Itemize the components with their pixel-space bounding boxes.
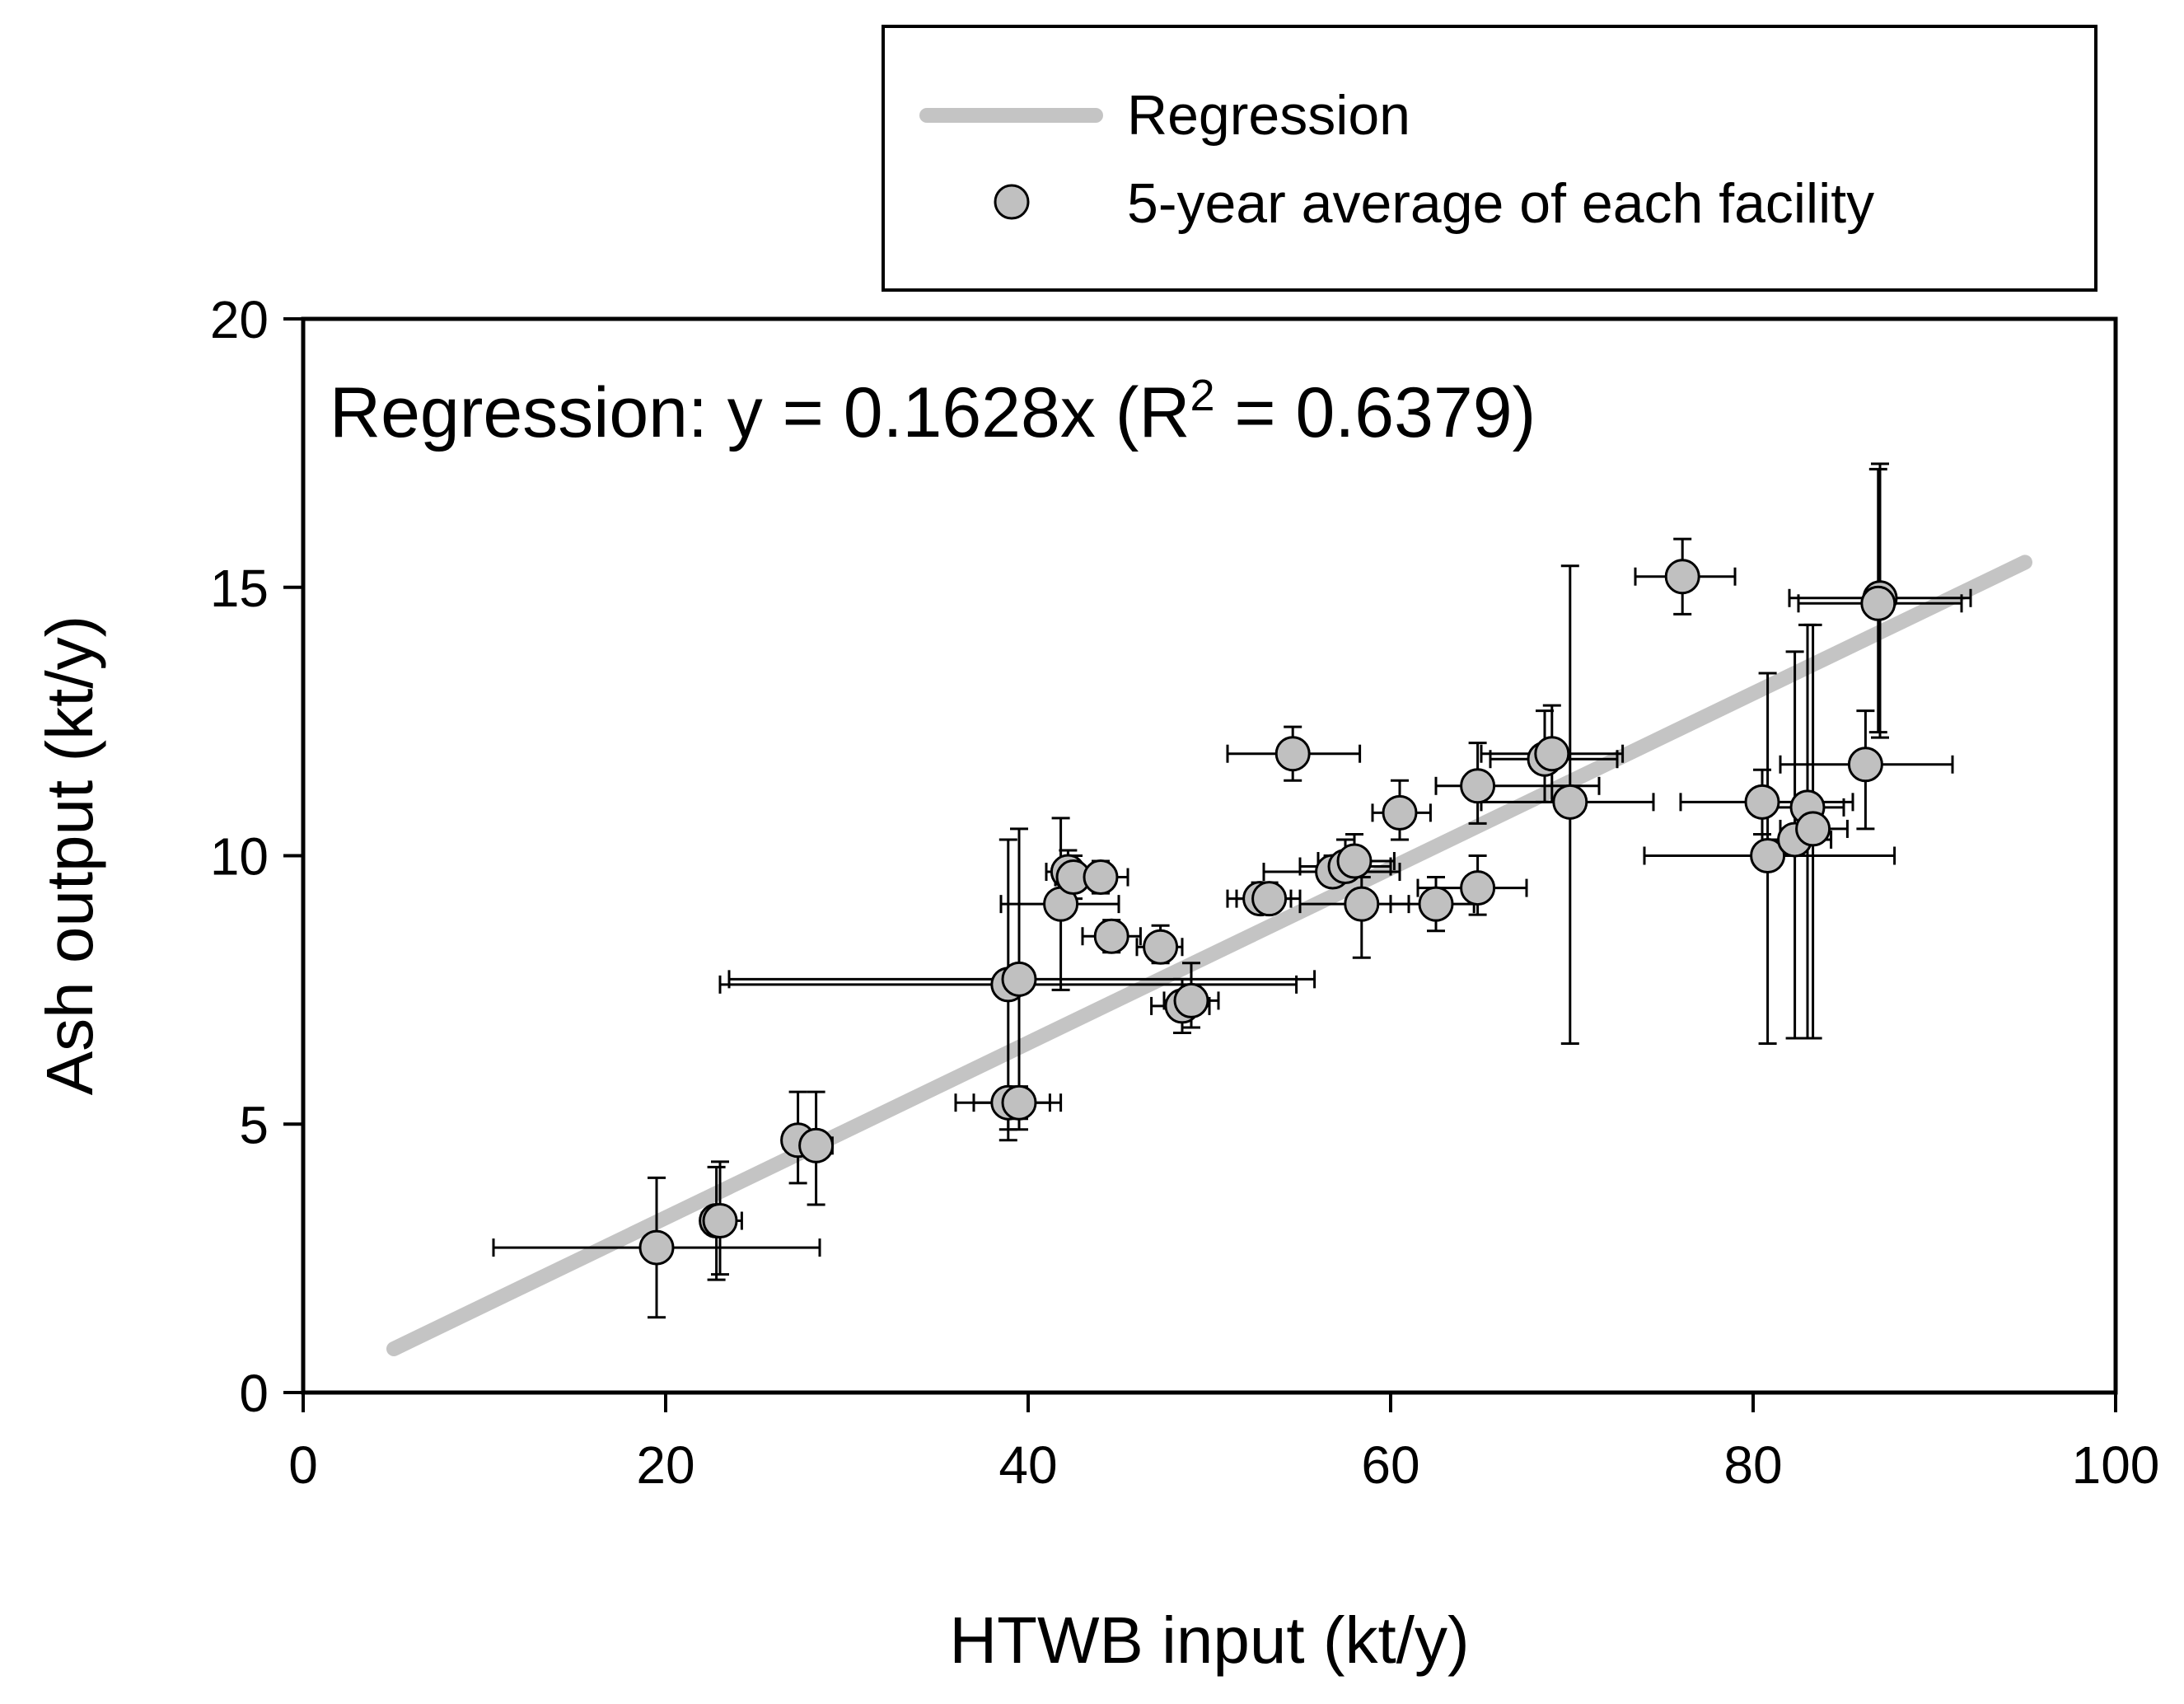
data-points — [638, 559, 1898, 1266]
x-tick-label: 80 — [1723, 1435, 1782, 1495]
data-point — [1001, 1084, 1037, 1121]
legend-box — [882, 25, 2097, 292]
data-point — [1274, 736, 1311, 772]
x-tick-label: 40 — [998, 1435, 1057, 1495]
data-point — [1083, 859, 1119, 896]
data-point — [1173, 982, 1209, 1018]
data-point — [1744, 784, 1780, 820]
data-point — [1460, 870, 1496, 906]
y-tick-label: 10 — [210, 827, 269, 887]
data-point — [702, 1203, 738, 1239]
y-tick-label: 0 — [239, 1364, 269, 1423]
regression-line — [386, 555, 2032, 1356]
x-axis-label: HTWB input (kt/y) — [949, 1603, 1469, 1677]
legend: Regression 5-year average of each facili… — [882, 25, 2097, 292]
data-point — [1143, 929, 1179, 965]
annotation-suffix: = 0.6379) — [1215, 373, 1536, 452]
y-tick-label: 15 — [210, 559, 269, 618]
data-point — [1664, 559, 1700, 595]
y-axis-ticks: 0 5 10 15 20 — [210, 290, 303, 1423]
data-point — [1552, 784, 1588, 820]
data-point — [1251, 881, 1288, 917]
y-tick-label: 5 — [239, 1095, 269, 1154]
legend-label-facility-average: 5-year average of each facility — [1127, 172, 1874, 235]
data-point — [1795, 811, 1831, 847]
data-point — [1382, 794, 1418, 831]
x-tick-label: 100 — [2072, 1435, 2160, 1495]
legend-marker-swatch — [994, 184, 1030, 220]
x-tick-label: 60 — [1361, 1435, 1419, 1495]
y-tick-label: 20 — [210, 290, 269, 349]
data-point — [1860, 585, 1896, 621]
legend-label-regression: Regression — [1127, 84, 1410, 147]
data-point — [638, 1229, 675, 1266]
regression-equation-annotation: Regression: y = 0.1628x (R2 = 0.6379) — [330, 371, 1536, 452]
data-point — [1001, 961, 1037, 997]
annotation-prefix: Regression: y = 0.1628x (R — [330, 373, 1190, 452]
data-point — [1344, 886, 1380, 922]
data-point — [1460, 768, 1496, 804]
data-point — [798, 1127, 835, 1163]
data-point — [1847, 747, 1883, 783]
regression-layer — [386, 555, 2032, 1356]
data-point — [1418, 886, 1454, 922]
data-point — [1534, 736, 1570, 772]
annotation-superscript: 2 — [1190, 371, 1214, 420]
data-point — [1093, 918, 1129, 954]
x-tick-label: 0 — [288, 1435, 318, 1495]
data-point — [1750, 838, 1786, 873]
y-axis-label: Ash output (kt/y) — [33, 616, 106, 1095]
x-tick-label: 20 — [636, 1435, 694, 1495]
x-axis-ticks: 0 20 40 60 80 100 — [288, 1393, 2159, 1495]
data-point — [1336, 843, 1373, 879]
